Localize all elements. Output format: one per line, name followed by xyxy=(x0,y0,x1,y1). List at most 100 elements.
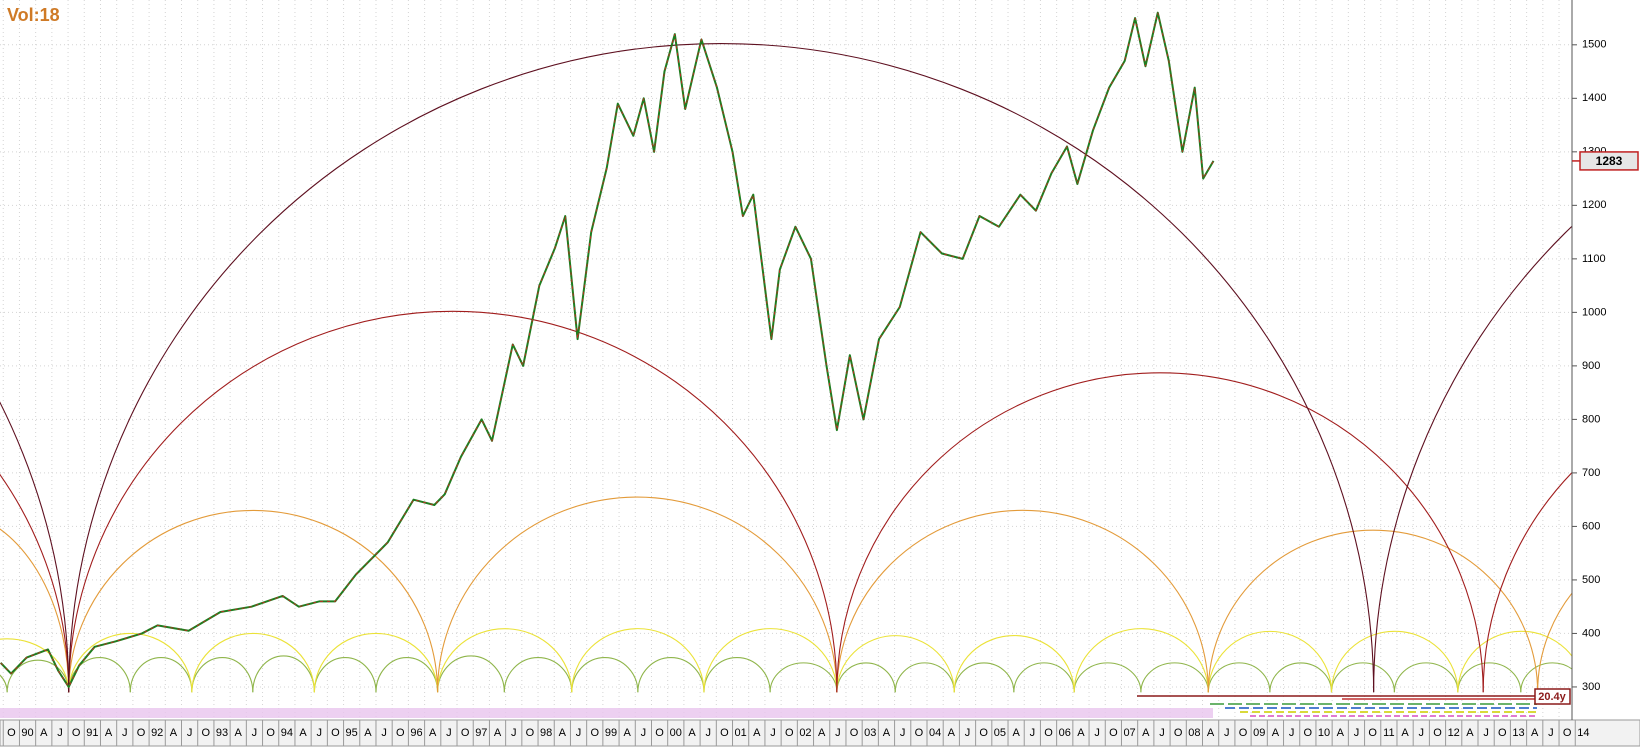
x-tick-label: O xyxy=(720,727,729,739)
volume-band xyxy=(0,708,1213,718)
cycle-arc xyxy=(0,674,8,693)
x-tick-label: 98 xyxy=(540,727,552,739)
x-tick-label: J xyxy=(511,727,517,739)
x-tick-label: O xyxy=(850,727,859,739)
x-tick-label: J xyxy=(122,727,128,739)
price xyxy=(0,11,1215,688)
x-tick-label: J xyxy=(57,727,63,739)
cycle-arc xyxy=(637,657,705,693)
x-tick-label: J xyxy=(1483,727,1489,739)
x-tick-label: 02 xyxy=(799,727,811,739)
x-tick-label: O xyxy=(72,727,81,739)
cycle-arc xyxy=(1537,592,1572,693)
cycle-markers: 20.4y xyxy=(1137,688,1571,717)
x-tick-label: A xyxy=(624,727,632,739)
x-tick-label: O xyxy=(979,727,988,739)
x-tick-label: 91 xyxy=(86,727,98,739)
x-tick-label: J xyxy=(1224,727,1230,739)
price-line-overlay xyxy=(0,12,1214,688)
x-tick-label: 06 xyxy=(1059,727,1071,739)
last-price-box xyxy=(1579,151,1639,171)
y-tick-label: 900 xyxy=(1582,360,1600,372)
cycle-arc xyxy=(894,662,955,693)
x-tick-label: 95 xyxy=(346,727,358,739)
x-tick-label: O xyxy=(526,727,535,739)
y-tick-label: 300 xyxy=(1582,681,1600,693)
x-tick-label: A xyxy=(40,727,48,739)
cycle-arc xyxy=(0,474,70,693)
x-tick-label: O xyxy=(137,727,146,739)
x-tick-label: O xyxy=(331,727,340,739)
x-tick-label: 05 xyxy=(994,727,1006,739)
cycle-arc xyxy=(191,632,315,693)
indicator-label: Vol:18 xyxy=(7,5,60,25)
cycle-arc xyxy=(68,42,1375,693)
x-tick-label: J xyxy=(1030,727,1036,739)
x-tick-label: A xyxy=(170,727,178,739)
x-tick-label: O xyxy=(785,727,794,739)
cycle-arc xyxy=(1013,662,1075,693)
y-tick-label: 1000 xyxy=(1582,306,1606,318)
x-tick-label: A xyxy=(105,727,113,739)
x-tick-label: 13 xyxy=(1512,727,1524,739)
x-tick-label: 01 xyxy=(734,727,746,739)
cycle-arc xyxy=(252,655,315,693)
y-tick-label: 1400 xyxy=(1582,92,1606,104)
x-tick-label: J xyxy=(965,727,971,739)
x-tick-label: A xyxy=(1272,727,1280,739)
cycle-arc xyxy=(1482,472,1572,693)
x-tick-label: 97 xyxy=(475,727,487,739)
x-tick-label: 12 xyxy=(1448,727,1460,739)
x-tick-label: J xyxy=(446,727,452,739)
x-tick-label: J xyxy=(252,727,258,739)
x-tick-label: 09 xyxy=(1253,727,1265,739)
x-tick-label: A xyxy=(1207,727,1215,739)
x-tick-label: A xyxy=(753,727,761,739)
cycle-arc xyxy=(68,632,193,693)
cycle-arc xyxy=(129,657,193,693)
cycle-arc xyxy=(313,657,377,693)
cycle-arc xyxy=(0,638,70,693)
x-tick-label: O xyxy=(1304,727,1313,739)
cycle-arc xyxy=(571,628,705,693)
last-price-label: 1283 xyxy=(1596,154,1623,168)
x-tick-label: J xyxy=(1419,727,1425,739)
cycle-arc xyxy=(437,628,573,693)
x-tick-label: A xyxy=(1337,727,1345,739)
x-tick-label: 90 xyxy=(21,727,33,739)
cycle-arc xyxy=(1520,662,1572,693)
x-tick-label: O xyxy=(7,727,16,739)
y-tick-label: 1500 xyxy=(1582,39,1606,51)
x-tick-label: O xyxy=(1044,727,1053,739)
x-tick-label: A xyxy=(429,727,437,739)
x-tick-label: 07 xyxy=(1123,727,1135,739)
x-tick-label: 94 xyxy=(281,727,293,739)
x-tick-label: 08 xyxy=(1188,727,1200,739)
cycle-arc xyxy=(1140,662,1209,693)
cycle-arc xyxy=(953,635,1075,693)
cycle-arc xyxy=(769,662,838,693)
x-tick-label: A xyxy=(1466,727,1474,739)
y-tick-label: 400 xyxy=(1582,627,1600,639)
x-tick-label: J xyxy=(705,727,711,739)
y-tick-label: 1100 xyxy=(1582,253,1606,265)
x-tick-label: 04 xyxy=(929,727,941,739)
x-tick-label: A xyxy=(1012,727,1020,739)
x-tick-label: 93 xyxy=(216,727,228,739)
cycle-arcs xyxy=(0,42,1572,693)
x-tick-label: A xyxy=(364,727,372,739)
x-tick-label: A xyxy=(299,727,307,739)
x-tick-label: 11 xyxy=(1383,727,1394,739)
cycle-arc xyxy=(191,657,254,693)
x-tick-label: 96 xyxy=(410,727,422,739)
cycle-arc xyxy=(313,632,439,693)
x-tick-label: A xyxy=(1077,727,1085,739)
x-tick-label: A xyxy=(1142,727,1150,739)
y-tick-label: 700 xyxy=(1582,467,1600,479)
x-tick-label: O xyxy=(915,727,924,739)
cycle-label-box xyxy=(1534,688,1571,705)
x-tick-label: J xyxy=(187,727,193,739)
x-tick-label: J xyxy=(317,727,323,739)
